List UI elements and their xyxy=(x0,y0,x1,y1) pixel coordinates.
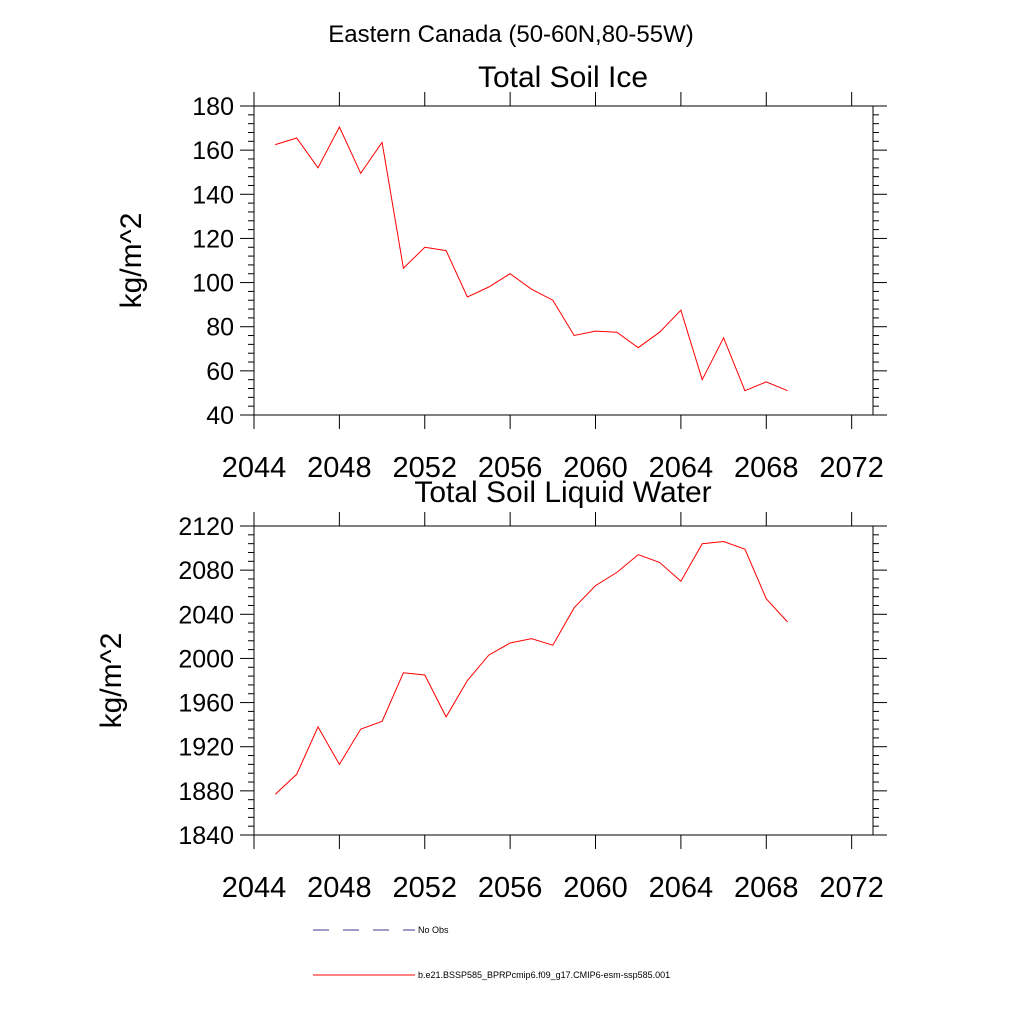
panel-total-soil-liquid-water: Total Soil Liquid Water 1840 1880 1920 1960 2… xyxy=(95,476,887,904)
y-tick-label: 1920 xyxy=(178,734,234,762)
x-tick-label: 2048 xyxy=(307,452,372,484)
y-tick-label: 100 xyxy=(192,270,234,298)
panel-title: Total Soil Ice xyxy=(478,61,648,94)
x-tick-label: 2060 xyxy=(563,872,628,904)
y-tick-label: 2120 xyxy=(178,513,234,541)
y-tick-label: 60 xyxy=(206,358,234,386)
x-tick-label: 2044 xyxy=(222,872,287,904)
y-tick-label: 1880 xyxy=(178,778,234,806)
x-tick-label: 2068 xyxy=(734,872,799,904)
y-tick-label: 180 xyxy=(192,93,234,121)
legend-no-obs-label: No Obs xyxy=(418,925,449,935)
x-tick-label: 2056 xyxy=(478,452,543,484)
series-line xyxy=(275,125,788,392)
plot-frame xyxy=(253,105,874,416)
x-tick-label: 2044 xyxy=(222,452,287,484)
legend-model-run-label: b.e21.BSSP585_BPRPcmip6.f09_g17.CMIP6-es… xyxy=(418,970,670,980)
y-tick-label: 140 xyxy=(192,181,234,209)
x-tick-label: 2060 xyxy=(563,452,628,484)
figure-title: Eastern Canada (50-60N,80-55W) xyxy=(328,21,694,48)
y-tick-label: 1840 xyxy=(178,822,234,850)
y-tick-label: 2080 xyxy=(178,557,234,585)
series-line xyxy=(274,540,788,795)
plot-frame xyxy=(253,525,874,836)
legend: No Obs b.e21.BSSP585_BPRPcmip6.f09_g17.C… xyxy=(313,925,670,980)
x-tick-label: 2064 xyxy=(649,872,714,904)
x-tick-label: 2068 xyxy=(734,452,799,484)
panel-title: Total Soil Liquid Water xyxy=(414,476,711,509)
y-tick-label: 2000 xyxy=(178,645,234,673)
x-tick-label: 2072 xyxy=(819,872,884,904)
y-tick-label: 1960 xyxy=(178,690,234,718)
y-axis-label: kg/m^2 xyxy=(95,633,128,729)
x-tick-label: 2064 xyxy=(649,452,714,484)
panel-total-soil-ice: Total Soil Ice 40 60 80 100 120 140 160 180 2044 2… xyxy=(115,61,887,484)
y-tick-label: 120 xyxy=(192,225,234,253)
y-tick-label: 2040 xyxy=(178,601,234,629)
y-tick-label: 160 xyxy=(192,137,234,165)
x-tick-label: 2048 xyxy=(307,872,372,904)
x-tick-label: 2056 xyxy=(478,872,543,904)
x-tick-label: 2052 xyxy=(393,872,458,904)
y-tick-label: 40 xyxy=(206,402,234,430)
x-tick-label: 2052 xyxy=(393,452,458,484)
y-axis-label: kg/m^2 xyxy=(115,213,148,309)
x-tick-label: 2072 xyxy=(819,452,884,484)
y-tick-label: 80 xyxy=(206,314,234,342)
